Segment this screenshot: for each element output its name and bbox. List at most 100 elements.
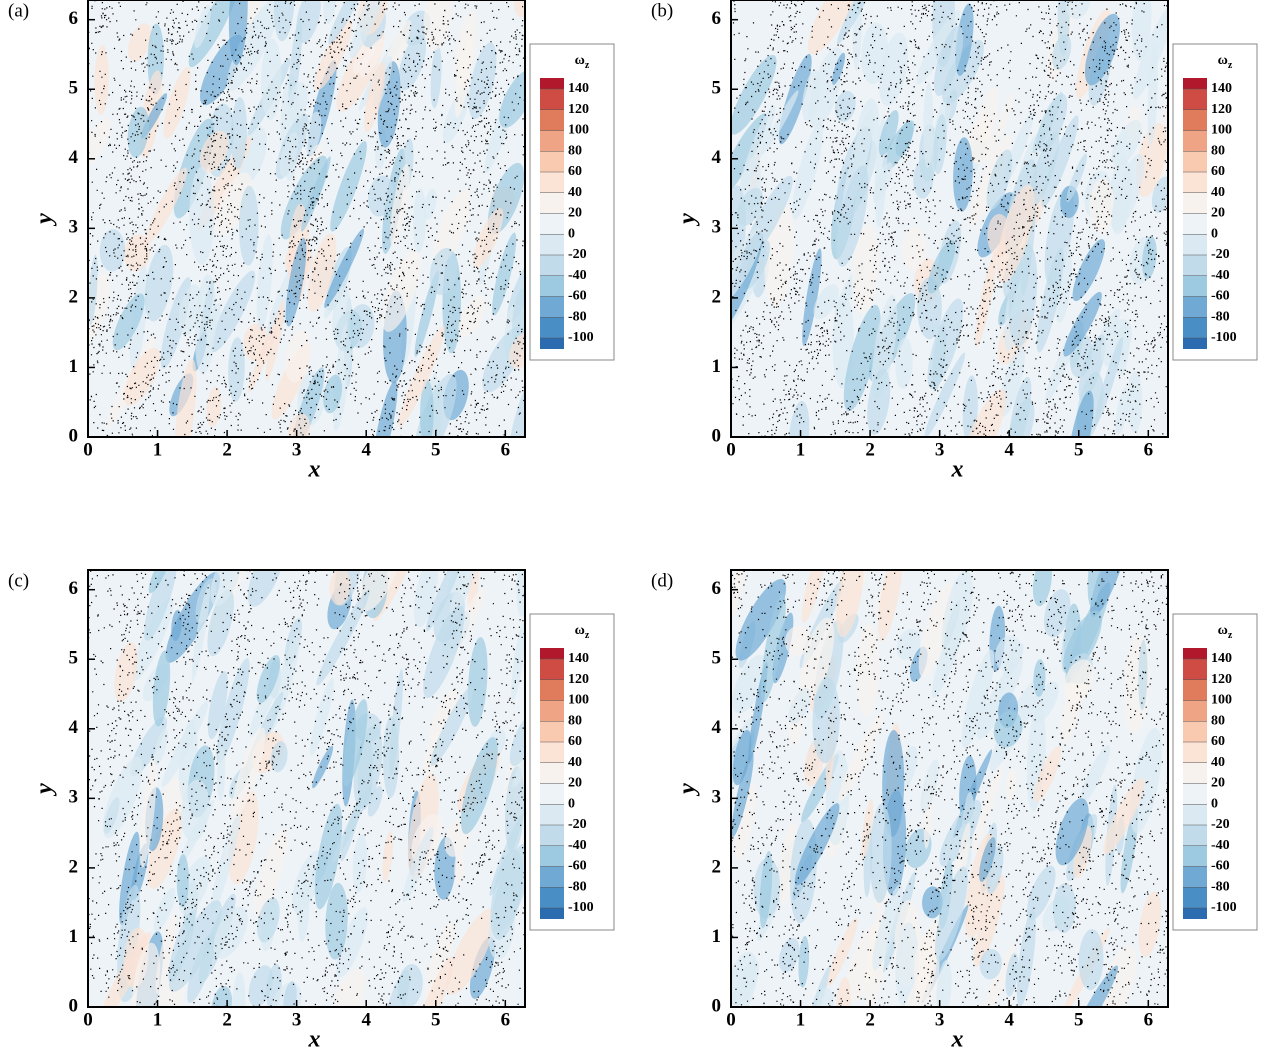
vorticity-patch [761, 90, 799, 155]
colorbar-label: -60 [568, 859, 587, 874]
colorbar-label: 120 [1211, 102, 1232, 117]
vorticity-patch [102, 756, 143, 838]
vorticity-patch [114, 642, 138, 703]
vorticity-patch [1138, 639, 1148, 711]
vorticity-patch [896, 628, 921, 661]
colorbar-label: 0 [1211, 226, 1218, 241]
colorbar-title-symbol: ω [575, 623, 585, 638]
colorbar-swatch [540, 151, 564, 172]
colorbar-swatch [540, 317, 564, 338]
vorticity-patch [314, 20, 353, 91]
vorticity-patch [144, 570, 178, 641]
vorticity-patch [210, 570, 242, 606]
vorticity-patch [1142, 236, 1157, 280]
vorticity-patch [731, 570, 746, 630]
colorbar-label: 80 [1211, 713, 1225, 728]
vorticity-patch [970, 762, 1004, 854]
vorticity-patch [1084, 13, 1120, 86]
vorticity-patch [94, 44, 109, 115]
y-tick-label: 0 [69, 995, 79, 1016]
y-tick-label: 4 [712, 717, 722, 738]
vorticity-patch [835, 570, 864, 638]
vorticity-patch [207, 671, 228, 740]
vorticity-patch [349, 0, 394, 59]
vorticity-patch [352, 834, 368, 893]
vorticity-patch [834, 90, 856, 122]
colorbar-label: 60 [1211, 164, 1225, 179]
vorticity-patch [861, 799, 874, 859]
vorticity-patch [873, 162, 893, 203]
x-tick-label: 2 [865, 439, 875, 460]
colorbar-title-subscript: z [1228, 630, 1233, 641]
vorticity-patch [323, 374, 343, 414]
colorbar-swatch [1183, 89, 1207, 110]
vorticity-patch [1052, 34, 1072, 70]
vorticity-patch [869, 803, 892, 904]
x-axis-label: x [951, 457, 964, 483]
vorticity-patch [423, 605, 465, 699]
vorticity-patch [145, 167, 188, 245]
vorticity-patch [1067, 390, 1094, 437]
colorbar-label: 80 [568, 713, 582, 728]
colorbar-swatch [1183, 234, 1207, 255]
vorticity-patch [331, 784, 373, 864]
x-tick-label: 5 [1074, 439, 1084, 460]
vorticity-patch [316, 589, 370, 686]
vorticity-patch [778, 822, 798, 904]
vorticity-patch [256, 655, 281, 704]
y-tick-label: 3 [69, 217, 79, 238]
colorbar-swatch [540, 130, 564, 152]
y-tick-label: 1 [712, 356, 722, 377]
vorticity-patch [297, 879, 310, 942]
vorticity-patch [735, 782, 756, 862]
colorbar-label: 140 [568, 81, 589, 96]
colorbar-label: -80 [568, 309, 587, 324]
colorbar-label: 0 [1211, 796, 1218, 811]
vorticity-patch [426, 570, 468, 632]
vorticity-patch [923, 82, 934, 168]
vorticity-patch [1127, 371, 1143, 433]
vorticity-patch [280, 155, 328, 240]
colorbar-swatch [540, 825, 564, 846]
vorticity-patch [1131, 0, 1152, 62]
x-tick-label: 0 [726, 1009, 736, 1030]
colorbar-title-subscript: z [585, 60, 590, 71]
vorticity-patch [328, 0, 366, 45]
particles [88, 0, 525, 437]
vorticity-patch [735, 579, 787, 661]
colorbar-title: ωz [1218, 623, 1233, 641]
x-tick-label: 2 [865, 1009, 875, 1030]
y-tick-label: 4 [69, 147, 79, 168]
vorticity-patch [916, 9, 961, 85]
y-tick-label: 6 [69, 578, 79, 599]
plot-frame [87, 0, 526, 438]
vorticity-patch [939, 799, 982, 867]
y-tick-label: 2 [712, 856, 722, 877]
vorticity-patch [902, 226, 927, 271]
vorticity-patch [1115, 387, 1130, 435]
vorticity-patch [1032, 91, 1063, 154]
colorbar-label: -100 [568, 900, 594, 915]
y-tick-label: 6 [712, 578, 722, 599]
vorticity-patch [922, 886, 943, 919]
vorticity-patch [1007, 398, 1035, 437]
vorticity-patch [1094, 337, 1124, 425]
vorticity-patch [882, 730, 905, 837]
vorticity-patch [1055, 798, 1089, 866]
y-axis-label: y [32, 783, 58, 797]
vorticity-patch [180, 779, 210, 842]
colorbar-swatch [540, 804, 564, 825]
colorbar-label: -40 [568, 838, 587, 853]
vorticity-patch [155, 913, 177, 994]
colorbar-swatch [1183, 338, 1207, 349]
vorticity-patch [398, 326, 445, 427]
vorticity-patch [288, 19, 303, 109]
vorticity-patch [1030, 681, 1059, 724]
vorticity-patch [324, 228, 365, 308]
colorbar-swatch [1183, 275, 1207, 297]
colorbar-swatch [1183, 804, 1207, 825]
colorbar-swatch [1183, 78, 1207, 89]
panel: 0 1 2 3 4 5 60123456xy(b)ωz140120100806040200-… [651, 0, 1258, 483]
vorticity-patch [900, 959, 937, 1007]
x-axis-label: x [308, 1027, 321, 1053]
